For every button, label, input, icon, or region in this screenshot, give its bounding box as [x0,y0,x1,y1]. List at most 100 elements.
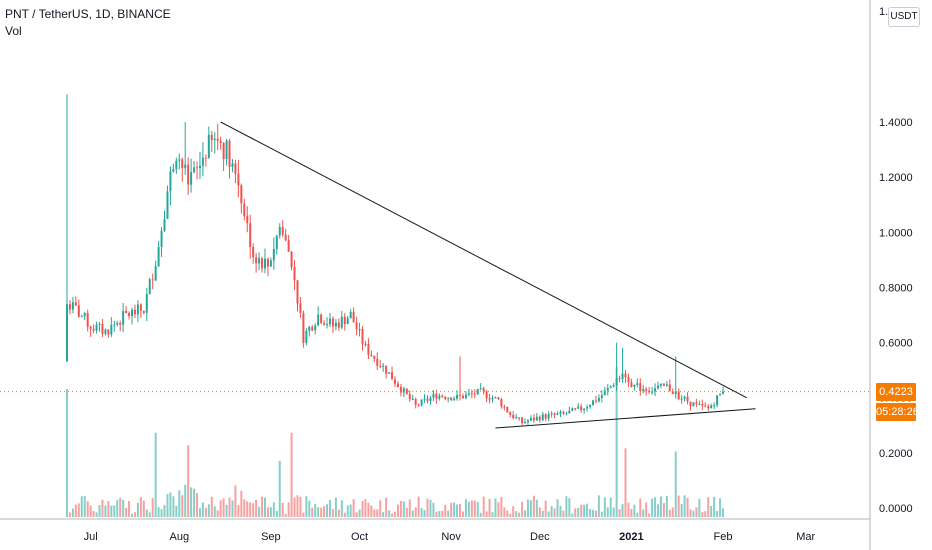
y-tick-label: 1.0000 [879,227,913,239]
currency-button[interactable]: USDT [888,7,920,27]
volume-bar [258,506,261,517]
candle-body [662,383,665,386]
volume-bar [547,511,550,517]
volume-bar [683,495,686,517]
volume-bar [668,509,671,517]
candle-body [612,385,615,387]
candle-body [187,164,190,185]
volume-bar [665,495,668,517]
symbol-line[interactable]: PNT / TetherUS, 1D, BINANCE [5,7,171,21]
volume-bar [201,502,204,517]
candle-body [417,404,420,406]
candle-body [461,395,464,399]
candle-body [66,304,68,362]
candle-body [222,143,225,160]
candle-body [482,388,485,392]
candle-body [529,417,532,421]
candle-body [518,417,521,419]
candle-body [376,358,379,366]
candle-body [609,386,612,388]
volume-bar [331,509,334,517]
volume-bar [476,501,479,517]
candle-body [196,167,199,169]
candle-body [323,322,326,325]
y-tick-label: 1.2000 [879,172,913,184]
volume-bar [278,460,281,517]
volume-bar [136,502,139,517]
volume-bar [544,500,547,517]
candle-body [544,414,547,419]
volume-bar [361,500,364,517]
candle-body [77,305,80,317]
volume-bar [394,511,397,517]
volume-bar [261,496,264,517]
volume-bar [225,504,228,517]
candle-body [136,304,139,315]
candle-body [272,248,275,261]
candle-body [145,294,148,313]
volume-bar [249,502,252,517]
volume-bar [204,507,207,517]
volume-bar [535,499,538,517]
candle-body [302,312,305,343]
volume-bar [606,507,609,517]
volume-bar [243,499,246,517]
candle-body [119,322,122,325]
x-tick-label: Aug [170,531,190,543]
candle-body [314,325,317,331]
volume-bar [586,503,589,517]
candle-body [577,406,580,409]
volume-bar [556,499,559,517]
volume-bar [583,504,586,517]
volume-bar [577,507,580,517]
candle-body [648,390,651,393]
candle-body [234,163,237,174]
volume-bar [290,432,293,517]
candle-body [562,411,565,414]
volume-bar [284,513,287,517]
volume-bar [358,509,361,517]
candle-body [320,314,323,323]
volume-bar [367,502,370,517]
candle-body [358,329,361,331]
x-tick-label: Mar [796,531,815,543]
volume-bar [568,498,571,517]
candle-body [642,389,645,392]
candle-body [553,413,556,415]
volume-bar [178,490,181,517]
candle-body [131,309,134,317]
volume-bar [659,496,662,517]
candle-body [429,397,432,401]
candle-body [169,171,172,192]
candle-body [618,378,621,380]
candle-body [198,165,201,168]
volume-bar [391,513,394,517]
candle-body [689,401,692,407]
candle-body [364,343,367,345]
candle-body [559,411,562,414]
volume-bar [326,504,329,517]
volume-indicator-label[interactable]: Vol [5,24,22,38]
volume-bar [219,500,222,517]
candle-body [597,397,600,402]
volume-bar [355,512,358,517]
candle-body [411,398,414,400]
x-tick-label: 2021 [619,531,643,543]
y-tick-label: 0.8000 [879,282,913,294]
volume-bar [196,492,199,517]
candle-body [396,383,399,388]
candle-body [385,365,388,374]
candle-body [692,402,695,407]
candle-body [488,398,491,400]
volume-bar [113,505,116,517]
candle-body [506,406,509,413]
candle-body [352,311,355,323]
candle-body [249,223,252,248]
volume-bar [240,490,243,517]
candle-body [172,169,175,172]
candle-body [243,203,246,217]
x-tick-label: Nov [441,531,461,543]
volume-bar [677,495,680,517]
candle-body [207,134,210,159]
